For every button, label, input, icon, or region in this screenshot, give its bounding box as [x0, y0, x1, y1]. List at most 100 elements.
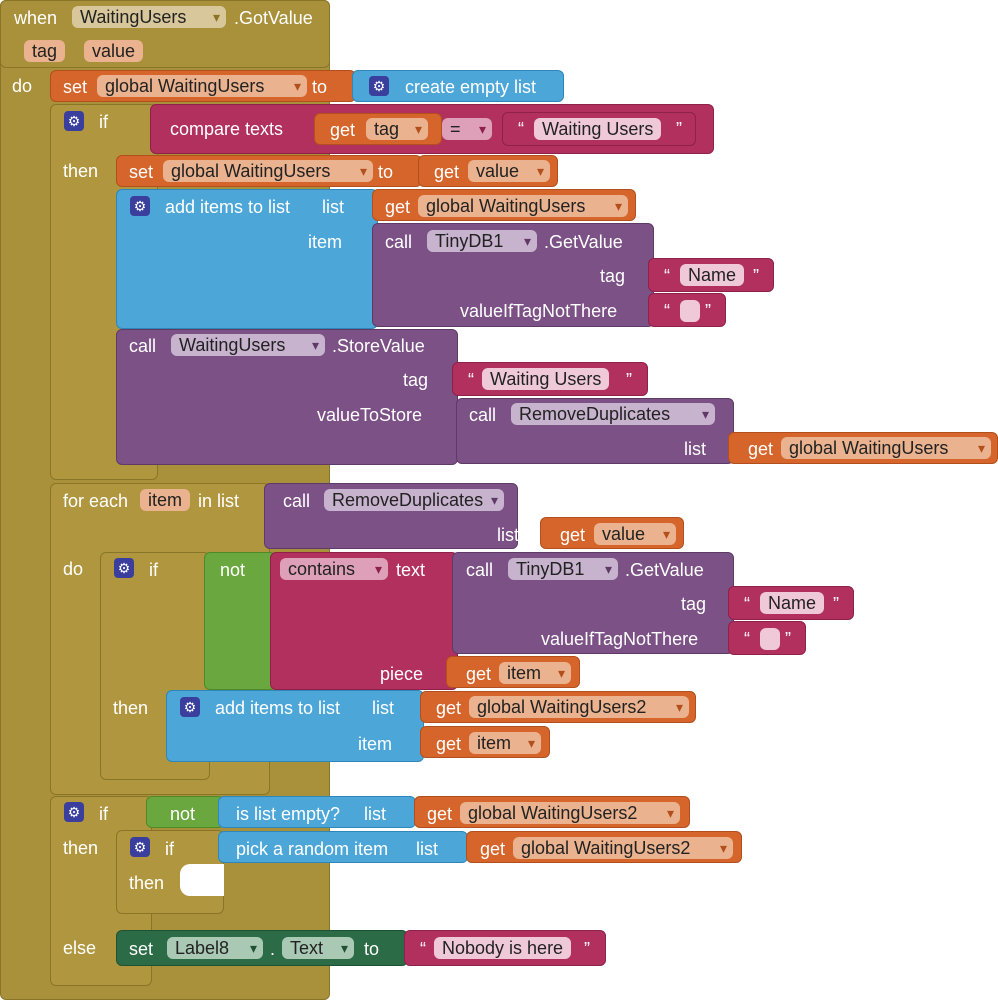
get-var-dropdown[interactable]: item [469, 732, 541, 754]
gear-icon[interactable]: ⚙ [130, 196, 150, 216]
open-quote: “ [468, 370, 474, 390]
var-dropdown[interactable]: global WaitingUsers [163, 160, 373, 182]
string-nobody[interactable]: Nobody is here [434, 937, 572, 959]
get-var-dropdown[interactable]: tag [366, 118, 428, 140]
string-waiting-users[interactable]: Waiting Users [534, 118, 662, 140]
open-quote: “ [518, 119, 524, 139]
compare-op-dropdown[interactable]: = [442, 118, 492, 140]
list-label: list [416, 839, 438, 859]
get-var-dropdown[interactable]: global WaitingUsers2 [469, 696, 689, 718]
if-label: if [99, 112, 108, 132]
get-label: get [436, 698, 462, 718]
to-label: to [364, 939, 380, 959]
for-each-label: for each [63, 491, 129, 511]
add-items-label: add items to list [215, 698, 341, 718]
pick-random-label: pick a random item [236, 839, 389, 859]
method-label: .StoreValue [332, 336, 425, 356]
get-label: get [385, 197, 411, 217]
string-name[interactable]: Name [760, 592, 825, 614]
call-label: call [466, 560, 494, 580]
get-label: get [330, 120, 356, 140]
gear-icon[interactable]: ⚙ [64, 802, 84, 822]
then-label: then [63, 161, 99, 181]
get-var-dropdown[interactable]: global WaitingUsers2 [460, 802, 680, 824]
param-tag[interactable]: tag [24, 40, 66, 62]
open-quote: “ [420, 939, 426, 959]
compare-texts-label: compare texts [170, 119, 284, 139]
string-name[interactable]: Name [680, 264, 745, 286]
gear-icon[interactable]: ⚙ [180, 697, 200, 717]
pick-random-block[interactable] [218, 831, 468, 863]
then-label: then [63, 838, 99, 858]
get-var-dropdown[interactable]: item [499, 662, 571, 684]
event-component-dropdown[interactable]: WaitingUsers [72, 6, 226, 28]
close-quote: ” [705, 301, 711, 321]
method-label: .GetValue [544, 232, 623, 252]
call-label: call [129, 336, 157, 356]
get-label: get [436, 734, 462, 754]
do-label: do [12, 76, 33, 96]
get-label: get [560, 525, 586, 545]
contains-dropdown[interactable]: contains [280, 558, 388, 580]
is-list-empty-block[interactable] [218, 796, 416, 828]
value-if-not-label: valueIfTagNotThere [460, 301, 618, 321]
get-var-dropdown[interactable]: global WaitingUsers [418, 195, 628, 217]
add-items-label: add items to list [165, 197, 291, 217]
property-dropdown[interactable]: Text [282, 937, 354, 959]
set-label: set [63, 77, 88, 97]
text-string-block[interactable] [648, 258, 774, 292]
var-dropdown[interactable]: global WaitingUsers [97, 75, 307, 97]
value-to-store-label: valueToStore [317, 405, 423, 425]
tag-label: tag [681, 594, 707, 614]
empty-string[interactable] [680, 300, 700, 322]
item-label: item [308, 232, 343, 252]
component-dropdown[interactable]: TinyDB1 [508, 558, 618, 580]
not-label: not [170, 804, 196, 824]
create-empty-label: create empty list [405, 77, 537, 97]
gear-icon[interactable]: ⚙ [130, 837, 150, 857]
do-label: do [63, 559, 84, 579]
procedure-dropdown[interactable]: RemoveDuplicates [511, 403, 715, 425]
not-block-2[interactable] [146, 796, 224, 828]
not-label: not [220, 560, 246, 580]
close-quote: ” [833, 594, 839, 614]
list-label: list [497, 525, 519, 545]
call-label: call [385, 232, 413, 252]
empty-string-block[interactable] [648, 293, 726, 327]
close-quote: ” [626, 370, 632, 390]
when-label: when [14, 8, 58, 28]
empty-string[interactable] [760, 628, 780, 650]
call-label: call [469, 405, 497, 425]
gear-icon[interactable]: ⚙ [369, 76, 389, 96]
value-if-not-label: valueIfTagNotThere [541, 629, 699, 649]
text-label: text [396, 560, 426, 580]
then-label: then [113, 698, 149, 718]
string-waiting-users[interactable]: Waiting Users [482, 368, 610, 390]
call-label: call [283, 491, 311, 511]
get-var-dropdown[interactable]: value [594, 523, 676, 545]
if-label: if [99, 804, 108, 824]
method-label: .GetValue [625, 560, 704, 580]
event-method-label: .GotValue [234, 8, 313, 28]
gear-icon[interactable]: ⚙ [114, 558, 134, 578]
component-dropdown[interactable]: WaitingUsers [171, 334, 325, 356]
get-var-dropdown[interactable]: global WaitingUsers [781, 437, 991, 459]
get-label: get [466, 664, 492, 684]
item-label: item [358, 734, 393, 754]
component-dropdown[interactable]: Label8 [167, 937, 263, 959]
get-var-dropdown[interactable]: value [468, 160, 550, 182]
procedure-dropdown[interactable]: RemoveDuplicates [324, 489, 504, 511]
is-list-empty-label: is list empty? [236, 804, 341, 824]
param-value[interactable]: value [84, 40, 144, 62]
loop-var-item[interactable]: item [140, 489, 191, 511]
list-label: list [684, 439, 706, 459]
get-var-dropdown[interactable]: global WaitingUsers2 [513, 837, 733, 859]
gear-icon[interactable]: ⚙ [64, 111, 84, 131]
empty-then-slot[interactable] [180, 864, 224, 896]
close-quote: ” [676, 119, 682, 139]
open-quote: “ [664, 266, 670, 286]
then-label: then [129, 873, 165, 893]
to-label: to [378, 162, 394, 182]
open-quote: “ [664, 301, 670, 321]
component-dropdown[interactable]: TinyDB1 [427, 230, 537, 252]
